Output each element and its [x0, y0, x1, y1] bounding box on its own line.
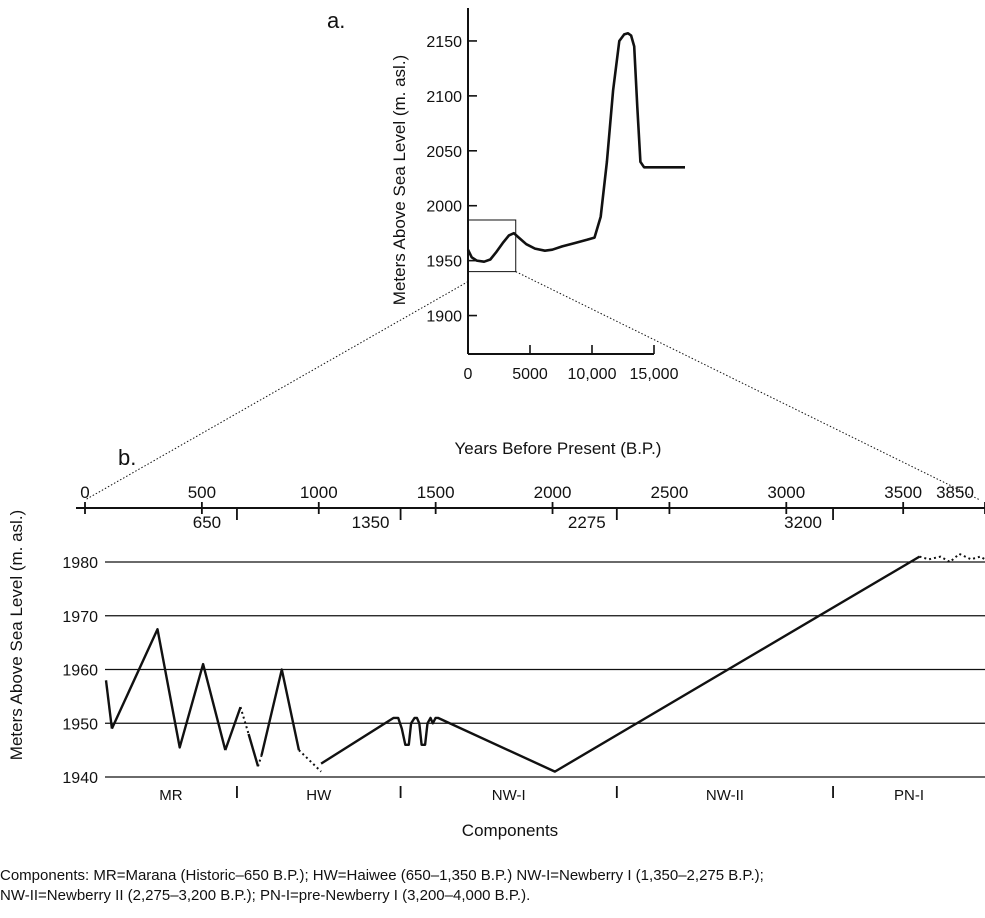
- panel-b-y-tick-label: 1970: [62, 609, 98, 626]
- panel-a-x-tick-label: 0: [464, 366, 473, 383]
- panel-a-axes: 1900 1950 2000 2050 2100 2150 0 5000 10,000 15,00…: [426, 8, 679, 383]
- figure-caption: Components: MR=Marana (Historic–650 B.P.…: [0, 866, 985, 906]
- panel-b-inferred-segment: [298, 749, 322, 773]
- zoom-connector-right: [515, 271, 981, 501]
- panel-b-chart: b. Meters Above Sea Level (m. asl.) Comp…: [7, 445, 985, 840]
- zoom-connector-left: [84, 281, 469, 501]
- panel-a-lake-level-line: [466, 31, 685, 264]
- panel-b-boundary-label: 2275: [568, 513, 606, 532]
- panel-a-zoom-box: [467, 219, 517, 273]
- panel-b-top-tick-label: 2000: [534, 483, 572, 502]
- panel-b-label: b.: [118, 445, 136, 470]
- panel-b-top-tick-label: 2500: [651, 483, 689, 502]
- panel-b-top-tick-label: 3850: [936, 483, 974, 502]
- panel-b-component-label: MR: [159, 787, 182, 804]
- panel-b-inferred-segment: [257, 755, 263, 767]
- panel-b-level-segment: [247, 733, 260, 767]
- panel-b-top-tick-label: 1000: [300, 483, 338, 502]
- panel-b-series: [104, 552, 985, 773]
- panel-b-top-tick-label: 0: [80, 483, 89, 502]
- panel-b-top-tick-label: 1500: [417, 483, 455, 502]
- panel-a-x-tick-label: 15,000: [630, 366, 679, 383]
- panel-b-top-tick-label: 500: [188, 483, 216, 502]
- panel-a-y-tick-label: 2050: [426, 144, 462, 161]
- panel-b-inferred-segment: [919, 552, 985, 563]
- panel-b-boundary-label: 650: [193, 513, 221, 532]
- panel-b-top-tick-label: 3000: [767, 483, 805, 502]
- panel-a-y-tick-label: 1900: [426, 309, 462, 326]
- panel-a-x-tick-label: 10,000: [568, 366, 617, 383]
- panel-b-boundary-label: 3200: [784, 513, 822, 532]
- panel-b-component-label: NW-II: [706, 787, 744, 804]
- panel-a-series: [466, 31, 685, 264]
- panel-b-component-label: HW: [306, 787, 332, 804]
- panel-a-label: a.: [327, 8, 345, 33]
- panel-a-y-axis-label: Meters Above Sea Level (m. asl.): [390, 55, 409, 305]
- panel-b-top-tick-label: 3500: [884, 483, 922, 502]
- panel-b-level-segment: [320, 555, 921, 773]
- panel-a-x-tick-label: 5000: [512, 366, 548, 383]
- panel-b-y-tick-label: 1950: [62, 716, 98, 733]
- panel-a-x-axis-label: Years Before Present (B.P.): [455, 439, 662, 458]
- panel-a-y-tick-label: 2000: [426, 199, 462, 216]
- caption-line-2: NW-II=Newberry II (2,275–3,200 B.P.); PN…: [0, 887, 531, 904]
- panel-b-x-axis-label: Components: [462, 821, 558, 840]
- panel-b-y-axis-label: Meters Above Sea Level (m. asl.): [7, 510, 26, 760]
- caption-line-1: Components: MR=Marana (Historic–650 B.P.…: [0, 867, 764, 884]
- panel-b-level-segment: [260, 668, 301, 756]
- panel-a-chart: a. Meters Above Sea Level (m. asl.) Year…: [327, 8, 685, 458]
- panel-b-boundary-label: 1350: [352, 513, 390, 532]
- panel-b-y-tick-label: 1940: [62, 770, 98, 787]
- panel-a-y-tick-label: 1950: [426, 254, 462, 271]
- panel-b-level-segment: [110, 628, 227, 751]
- panel-b-level-segment: [224, 706, 242, 751]
- panel-b-y-tick-label: 1980: [62, 555, 98, 572]
- panel-b-inferred-segment: [239, 706, 250, 735]
- panel-b-component-label: PN-I: [894, 787, 924, 804]
- panel-b-level-segment: [104, 680, 114, 729]
- panel-b-y-tick-label: 1960: [62, 663, 98, 680]
- zoom-connector-lines: [84, 271, 981, 501]
- panel-b-axes: 0 500 1000 1500 2000 2500 3000 3500 3850 650 1350 2…: [62, 483, 985, 804]
- panel-a-y-tick-label: 2100: [426, 89, 462, 106]
- panel-b-component-label: NW-I: [492, 787, 526, 804]
- panel-a-y-tick-label: 2150: [426, 34, 462, 51]
